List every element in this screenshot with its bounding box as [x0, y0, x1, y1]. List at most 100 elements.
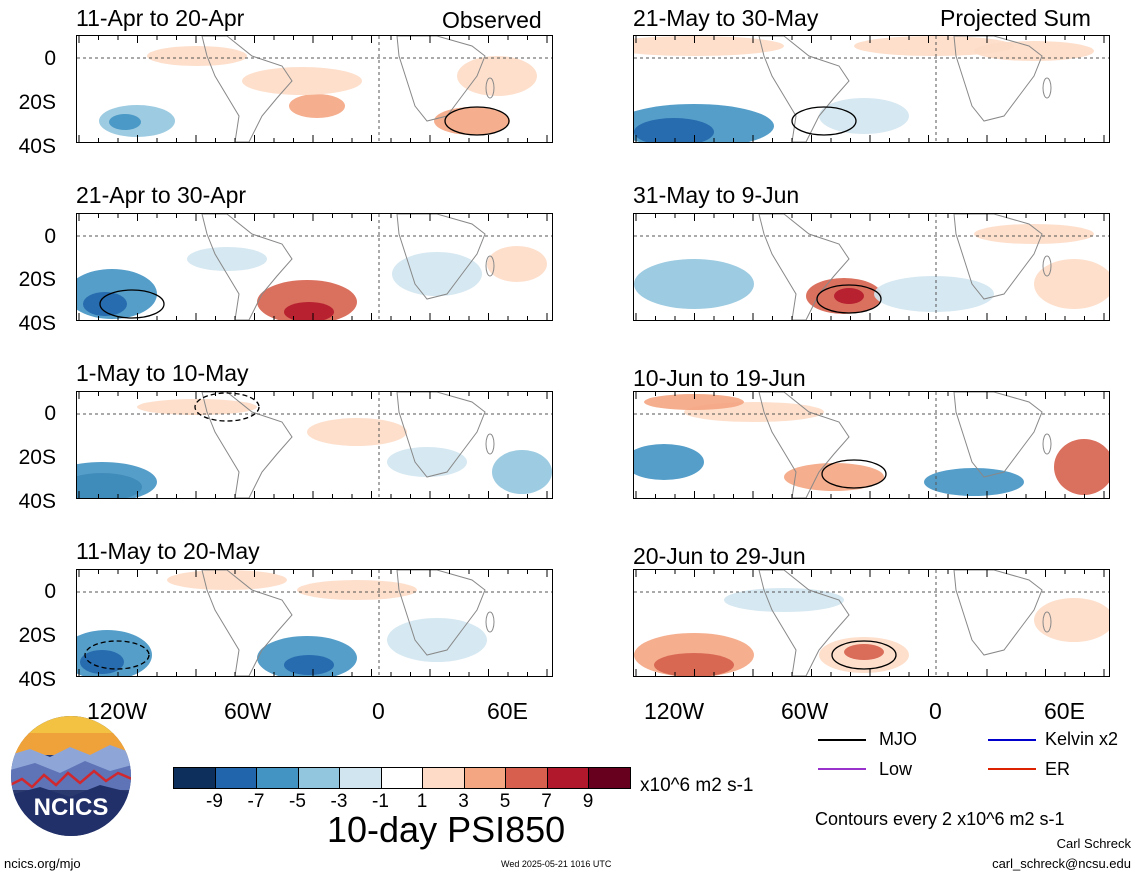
anomaly-shading: [634, 259, 754, 309]
lon-label-120w: 120W: [87, 698, 148, 724]
africa-coastline: [396, 36, 486, 122]
anomaly-shading: [974, 224, 1094, 244]
legend-low-label: Low: [879, 759, 913, 779]
lat-label-40s: 40S: [18, 490, 56, 513]
mjo-contour: [99, 289, 165, 319]
anomaly-shading: [784, 463, 884, 491]
map-panel-proj-2: [633, 213, 1110, 321]
lat-label-0: 0: [44, 402, 56, 425]
colorbar-swatch: [339, 767, 382, 789]
anomaly-shading: [80, 650, 124, 674]
africa-coastline: [396, 392, 486, 478]
colorbar-swatch: [297, 767, 340, 789]
africa-coastline: [953, 214, 1043, 300]
anomaly-shading: [167, 570, 287, 590]
anomaly-shading: [434, 107, 510, 135]
lon-label-60e: 60E: [487, 698, 528, 724]
africa-coastline: [953, 36, 1043, 122]
anomaly-shading: [654, 653, 734, 676]
observed-label: Observed: [442, 7, 542, 33]
map-shading: [634, 392, 1109, 498]
colorbar-swatch: [588, 767, 631, 789]
mjo-contour: [831, 640, 897, 670]
contour-note: Contours every 2 x10^6 m2 s-1: [815, 809, 1065, 829]
anomaly-shading: [307, 418, 407, 446]
main-title: 10-day PSI850: [327, 809, 566, 850]
mjo-contour: [84, 640, 150, 670]
anomaly-shading: [109, 114, 141, 130]
anomaly-shading: [297, 580, 417, 600]
anomaly-shading: [284, 302, 334, 320]
colorbar-tick-label: 5: [499, 791, 511, 812]
colorbar-tick-label: -7: [247, 791, 265, 812]
panel-title-obs-4: 11-May to 20-May: [76, 538, 260, 564]
madagascar-coastline: [1042, 77, 1052, 99]
lat-label-0: 0: [44, 580, 56, 603]
mjo-contour: [821, 459, 887, 489]
anomaly-shading: [187, 247, 267, 271]
anomaly-shading: [147, 46, 247, 66]
lon-label-0: 0: [372, 698, 385, 724]
madagascar-coastline: [1042, 433, 1052, 455]
anomaly-shading: [242, 67, 362, 95]
africa-coastline: [953, 392, 1043, 478]
madagascar-coastline: [1042, 611, 1052, 633]
legend-er-line: [988, 768, 1036, 770]
colorbar-tick-label: -5: [289, 791, 306, 812]
anomaly-shading: [284, 655, 334, 675]
anomaly-shading: [387, 618, 487, 662]
anomaly-shading: [634, 444, 704, 480]
colorbar-tick-label: 1: [416, 791, 428, 812]
anomaly-shading: [137, 399, 257, 415]
logo-text: NCICS: [34, 794, 109, 821]
lon-label-120w: 120W: [644, 698, 705, 724]
lat-label-20s: 20S: [18, 624, 56, 647]
map-panel-obs-1: [76, 35, 553, 143]
legend-mjo-line: [818, 739, 866, 741]
map-panel-obs-4: [76, 569, 553, 677]
colorbar-tick-label: 7: [541, 791, 552, 812]
mjo-contour: [816, 284, 882, 314]
madagascar-coastline: [485, 77, 495, 99]
colorbar-tick-label: 9: [582, 791, 594, 812]
panel-title-proj-1: 21-May to 30-May: [633, 5, 819, 31]
madagascar-coastline: [485, 255, 495, 277]
map-shading: [634, 36, 1109, 142]
anomaly-shading: [634, 36, 784, 56]
madagascar-coastline: [485, 611, 495, 633]
legend-mjo-label: MJO: [879, 729, 917, 749]
colorbar-tick-label: -9: [206, 791, 223, 812]
lat-label-40s: 40S: [18, 668, 56, 691]
map-shading: [77, 36, 552, 142]
colorbar-swatch: [463, 767, 506, 789]
africa-coastline: [396, 570, 486, 656]
map-panel-proj-4: [633, 569, 1110, 677]
anomaly-shading: [492, 450, 552, 494]
anomaly-shading: [392, 252, 482, 296]
footer-timestamp: Wed 2025-05-21 1016 UTC: [501, 859, 612, 869]
colorbar-tick-label: 3: [458, 791, 469, 812]
africa-coastline: [396, 214, 486, 300]
lon-label-60w: 60W: [781, 698, 829, 724]
map-shading: [634, 214, 1109, 320]
map-panel-obs-3: [76, 391, 553, 499]
panel-title-obs-2: 21-Apr to 30-Apr: [76, 182, 247, 208]
panel-title-proj-4: 20-Jun to 29-Jun: [633, 543, 806, 569]
anomaly-shading: [834, 288, 864, 304]
anomaly-shading: [819, 98, 909, 134]
projected-sum-label: Projected Sum: [940, 5, 1091, 31]
footer-email[interactable]: carl_schreck@ncsu.edu: [992, 856, 1131, 871]
mjo-contour: [194, 392, 260, 422]
lat-label-20s: 20S: [18, 91, 56, 114]
colorbar-units: x10^6 m2 s-1: [640, 775, 754, 796]
legend-low-line: [818, 768, 866, 770]
colorbar-tick-label: -3: [330, 791, 348, 812]
colorbar-swatch: [380, 767, 423, 789]
lat-label-0: 0: [44, 225, 56, 248]
anomaly-shading: [724, 588, 844, 612]
anomaly-shading: [77, 462, 157, 498]
footer-author: Carl Schreck: [1056, 836, 1131, 851]
map-shading: [77, 392, 552, 498]
footer-url[interactable]: ncics.org/mjo: [4, 856, 81, 871]
colorbar-swatch: [173, 767, 216, 789]
